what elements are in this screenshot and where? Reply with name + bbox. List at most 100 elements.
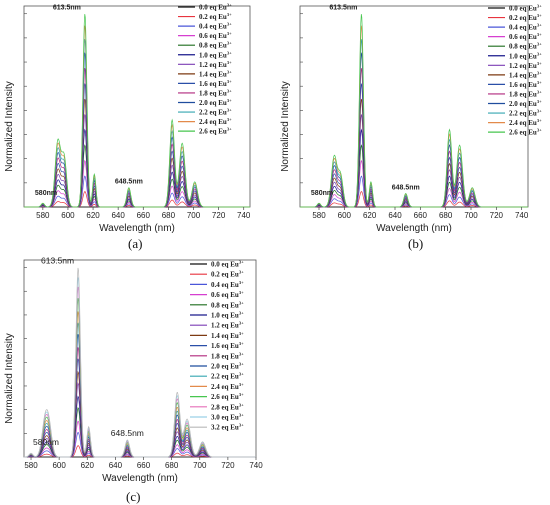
series-line-5	[300, 128, 528, 208]
legend-label-text: 1.4 eq Eu	[199, 70, 227, 78]
spectrum-chart-a: 580 600 620 640 660 680 700 720 740 Wavelength (n…	[4, 3, 251, 235]
legend-label-text: 0.0 eq Eu	[211, 261, 239, 269]
legend-label-text: 2.0 eq Eu	[211, 363, 239, 371]
legend-label-text: 1.4 eq Eu	[211, 332, 239, 340]
legend-label-5: 1.0 eq Eu3+	[199, 50, 232, 59]
legend-label-2: 0.4 eq Eu3+	[199, 22, 232, 31]
legend-label-1: 0.2 eq Eu3+	[199, 12, 232, 21]
legend-label-text: 1.0 eq Eu	[199, 51, 227, 59]
legend-label-text: 2.4 eq Eu	[211, 383, 239, 391]
legend-label-0: 0.0 eq Eu3+	[199, 3, 232, 12]
series-line-6	[300, 114, 528, 208]
legend-superscript: 3+	[239, 382, 244, 387]
peak-annotation-2: 580nm	[35, 190, 57, 197]
legend-label-text: 0.2 eq Eu	[199, 13, 227, 21]
legend-label-text: 0.0 eq Eu	[509, 5, 537, 13]
panel-label-c: (c)	[126, 489, 141, 504]
legend-label-text: 2.8 eq Eu	[211, 403, 239, 411]
legend-superscript: 3+	[239, 280, 244, 285]
legend-label-12: 2.4 eq Eu3+	[199, 117, 232, 126]
legend-label-text: 1.6 eq Eu	[509, 81, 537, 89]
legend-superscript: 3+	[239, 270, 244, 275]
panel-label-b: (b)	[408, 236, 424, 251]
legend-label-text: 1.2 eq Eu	[509, 62, 537, 70]
legend-label-12: 2.4 eq Eu3+	[211, 382, 244, 391]
legend-label-1: 0.2 eq Eu3+	[211, 270, 244, 279]
legend-label-10: 2.0 eq Eu3+	[509, 99, 542, 108]
legend-label-text: 0.2 eq Eu	[211, 271, 239, 279]
legend-label-text: 0.8 eq Eu	[211, 301, 239, 309]
x-tick-label: 740	[237, 211, 251, 220]
legend-superscript: 3+	[227, 127, 232, 132]
legend-label-text: 1.6 eq Eu	[211, 342, 239, 350]
series-line-1	[24, 191, 250, 208]
legend-superscript: 3+	[227, 69, 232, 74]
legend-superscript: 3+	[239, 260, 244, 265]
legend-label-text: 3.2 eq Eu	[211, 424, 239, 432]
legend-label-text: 2.0 eq Eu	[199, 99, 227, 107]
peak-annotation-0: 613.5nm	[41, 256, 74, 266]
x-tick-label: 660	[414, 211, 428, 220]
series-line-4	[300, 144, 528, 208]
legend-label-text: 0.6 eq Eu	[199, 32, 227, 40]
legend-superscript: 3+	[239, 372, 244, 377]
legend-label-1: 0.2 eq Eu3+	[509, 13, 542, 22]
legend-superscript: 3+	[239, 321, 244, 326]
x-tick-label: 720	[221, 461, 235, 470]
legend-label-4: 0.8 eq Eu3+	[199, 41, 232, 50]
legend-label-9: 1.8 eq Eu3+	[199, 88, 232, 97]
peak-annotation-0: 613.5nm	[53, 5, 81, 12]
legend-label-text: 0.8 eq Eu	[509, 43, 537, 51]
peak-annotation-1: 648.5nm	[111, 428, 144, 438]
x-tick-label: 700	[187, 211, 201, 220]
legend-label-text: 0.4 eq Eu	[199, 23, 227, 31]
legend-label-text: 2.6 eq Eu	[211, 393, 239, 401]
legend-label-text: 1.2 eq Eu	[211, 322, 239, 330]
x-axis-title: Wavelength (nm)	[376, 223, 452, 234]
series-line-4	[24, 144, 250, 208]
legend-superscript: 3+	[227, 22, 232, 27]
legend-superscript: 3+	[239, 341, 244, 346]
legend-superscript: 3+	[537, 51, 542, 56]
legend-label-3: 0.6 eq Eu3+	[509, 32, 542, 41]
legend-superscript: 3+	[227, 98, 232, 103]
legend-label-11: 2.2 eq Eu3+	[199, 108, 232, 117]
legend-superscript: 3+	[537, 80, 542, 85]
peak-annotation-0: 613.5nm	[329, 5, 357, 12]
x-tick-label: 580	[24, 461, 38, 470]
legend-label-14: 2.8 eq Eu3+	[211, 402, 244, 411]
legend-label-text: 1.4 eq Eu	[509, 71, 537, 79]
legend-superscript: 3+	[537, 99, 542, 104]
legend-superscript: 3+	[537, 32, 542, 37]
legend-label-text: 1.0 eq Eu	[509, 52, 537, 60]
x-tick-label: 700	[464, 211, 478, 220]
legend-label-0: 0.0 eq Eu3+	[211, 260, 244, 269]
x-tick-label: 680	[439, 211, 453, 220]
series-line-5	[24, 128, 250, 208]
x-tick-label: 720	[490, 211, 504, 220]
x-tick-label: 620	[363, 211, 377, 220]
x-axis-title: Wavelength (nm)	[102, 473, 178, 484]
legend-label-11: 2.2 eq Eu3+	[509, 109, 542, 118]
chart-panel-b: 580 600 620 640 660 680 700 720 740 Wavelength (n…	[276, 0, 550, 252]
legend-label-text: 1.2 eq Eu	[199, 61, 227, 69]
legend-superscript: 3+	[239, 392, 244, 397]
x-axis-title: Wavelength (nm)	[99, 223, 175, 234]
y-axis-title: Normalized Intensity	[4, 81, 15, 172]
legend-superscript: 3+	[227, 3, 232, 8]
series-line-2	[300, 175, 528, 208]
legend-superscript: 3+	[537, 61, 542, 66]
legend-label-10: 2.0 eq Eu3+	[199, 98, 232, 107]
legend-label-12: 2.4 eq Eu3+	[509, 118, 542, 127]
legend-label-text: 2.2 eq Eu	[509, 110, 537, 118]
x-tick-label: 580	[312, 211, 326, 220]
legend-label-13: 2.6 eq Eu3+	[211, 392, 244, 401]
legend-label-16: 3.2 eq Eu3+	[211, 423, 244, 432]
legend-superscript: 3+	[537, 128, 542, 133]
legend-label-13: 2.6 eq Eu3+	[509, 128, 542, 137]
legend-superscript: 3+	[537, 42, 542, 47]
x-tick-label: 580	[36, 211, 50, 220]
x-tick-label: 740	[249, 461, 263, 470]
legend-superscript: 3+	[227, 108, 232, 113]
legend-label-5: 1.0 eq Eu3+	[211, 311, 244, 320]
